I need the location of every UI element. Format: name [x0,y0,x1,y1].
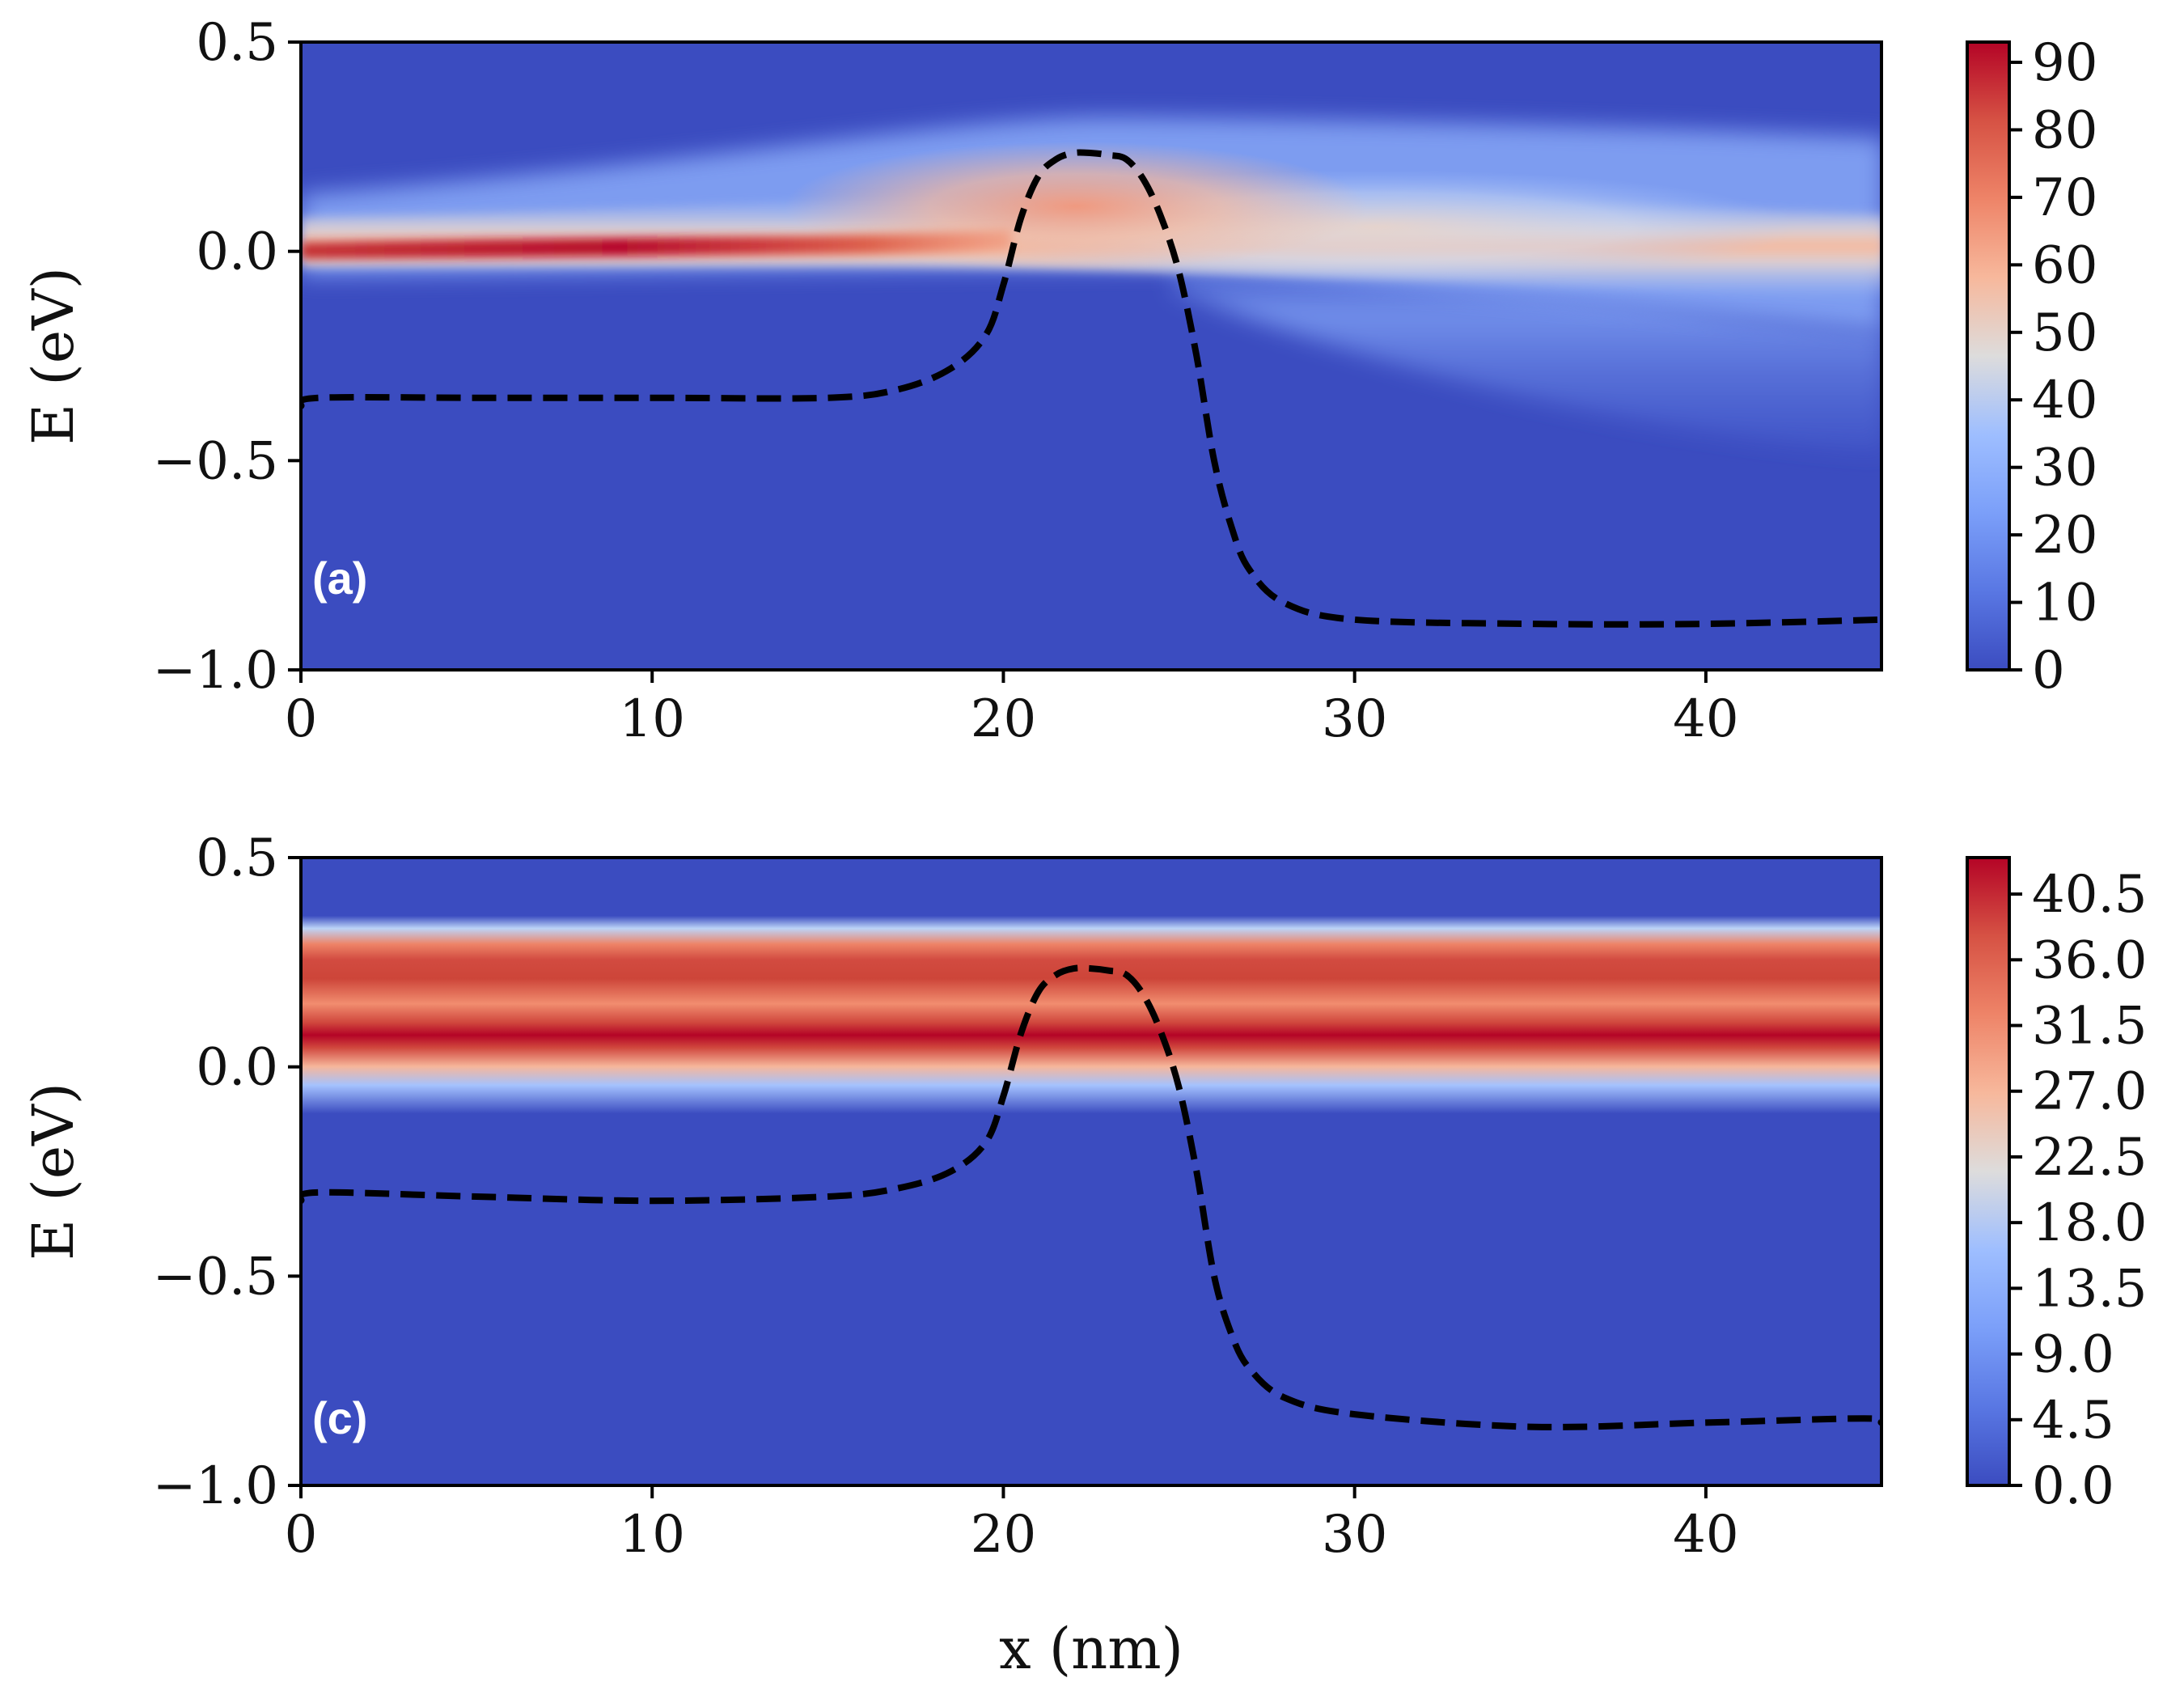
y-tick-label: 0.5 [196,828,278,888]
colorbar-a-frame [1966,40,2011,672]
colorbar-tick-label: 70 [2032,168,2097,228]
colorbar-tick-label: 31.5 [2032,997,2148,1057]
colorbar-c-gradient [1967,858,2009,1485]
y-tick-label: −0.5 [153,431,278,491]
panel-label-c: (c) [312,1392,367,1443]
colorbar-tick-label: 13.5 [2032,1259,2148,1319]
colorbar-tick-label: 4.5 [2032,1391,2114,1451]
panel-a: (a) E (eV) 0 10 20 30 40 0.5 0.0 −0.5 −1.0 [20,13,1883,749]
heatmap-c [301,858,1881,1485]
colorbar-tick-label: 80 [2032,100,2097,160]
colorbar-c-frame [1966,856,2011,1487]
y-tick-label: −1.0 [153,1456,278,1516]
x-tick-label: 30 [1322,689,1387,749]
colorbar-tick-label: 20 [2032,506,2097,566]
ticks-a: 0 10 20 30 40 0.5 0.0 −0.5 −1.0 [153,13,1739,749]
x-tick-label: 10 [620,1505,685,1565]
colorbar-a-ticks: 0 10 20 30 40 50 60 70 80 90 [2009,33,2097,701]
x-tick-label: 10 [620,689,685,749]
colorbar-tick-label: 36.0 [2032,930,2148,990]
colorbar-tick-label: 18.0 [2032,1193,2148,1253]
heatmap-a-spread [1173,251,1881,453]
ticks-c: 0 10 20 30 40 0.5 0.0 −0.5 −1.0 [153,828,1739,1565]
colorbar-tick-label: 9.0 [2032,1325,2114,1385]
band-edge-curve-c [301,964,1881,1430]
colorbar-tick-label: 0 [2032,641,2065,701]
axes-frame-a [299,40,1883,672]
x-axis-label: x (nm) [999,1616,1183,1682]
colorbar-tick-label: 40.5 [2032,865,2148,925]
x-tick-label: 20 [971,1505,1036,1565]
colorbar-tick-label: 50 [2032,303,2097,363]
x-tick-label: 0 [285,689,318,749]
x-tick-label: 40 [1673,689,1738,749]
colorbar-tick-label: 60 [2032,235,2097,295]
colorbar-c: 0.04.59.013.518.022.527.031.5 36.040.5 [1966,856,2148,1516]
colorbar-tick-label: 27.0 [2032,1062,2148,1122]
heatmap-a [301,42,1881,670]
colorbar-a-gradient [1967,42,2009,670]
x-tick-label: 0 [285,1505,318,1565]
panel-c: (c) E (eV) x (nm) 0 10 20 30 40 0.5 0.0 −0.5 −1.… [20,828,1883,1682]
colorbar-tick-label: 30 [2032,439,2097,498]
colorbar-a: 0 10 20 30 40 50 60 70 80 90 [1966,33,2097,701]
y-tick-label: 0.0 [196,222,278,282]
x-tick-label: 20 [971,689,1036,749]
panel-label-a: (a) [312,553,367,604]
colorbar-c-ticks: 0.04.59.013.518.022.527.031.5 36.040.5 [2009,865,2148,1516]
heatmap-a-ridge [301,230,1011,259]
y-axis-label-a: E (eV) [20,267,87,445]
colorbar-tick-label: 0.0 [2032,1456,2114,1516]
x-tick-label: 30 [1322,1505,1387,1565]
axes-frame-c [299,856,1883,1487]
y-tick-label: −1.0 [153,641,278,701]
colorbar-tick-label: 22.5 [2032,1128,2148,1188]
y-axis-label-c: E (eV) [20,1083,87,1260]
heatmap-c-band [301,862,1881,1485]
colorbar-tick-label: 10 [2032,574,2097,633]
colorbar-tick-label: 40 [2032,371,2097,430]
band-edge-curve-a [301,149,1881,628]
colorbar-tick-label: 90 [2032,33,2097,93]
y-tick-label: 0.0 [196,1038,278,1098]
y-tick-label: −0.5 [153,1247,278,1307]
y-tick-label: 0.5 [196,13,278,73]
x-tick-label: 40 [1673,1505,1738,1565]
